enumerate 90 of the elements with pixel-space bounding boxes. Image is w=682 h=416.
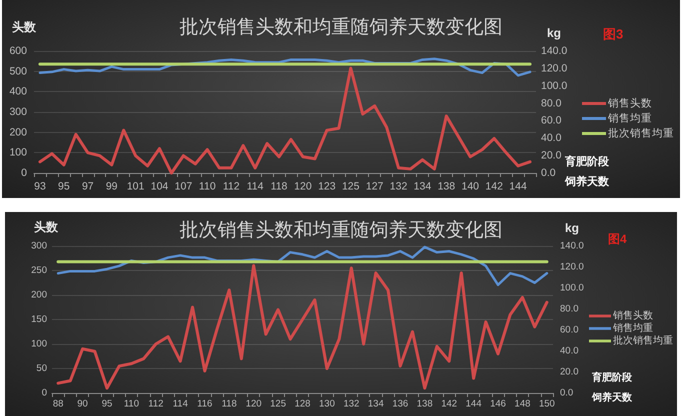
- x-tick-label: 112: [148, 398, 164, 410]
- x-tick-label: 125: [342, 180, 360, 192]
- x-tick-label: 110: [124, 398, 140, 410]
- y-tick-label: 150: [31, 314, 47, 325]
- x-tick-label: 95: [58, 180, 70, 192]
- x-tick-label: 114: [172, 398, 188, 410]
- y-axis-title: 头数: [12, 20, 37, 34]
- chart-title: 批次销售头数和均重随饲养天数变化图: [180, 219, 502, 241]
- x-tick-label: 104: [150, 180, 168, 192]
- x-tick-label: 142: [485, 180, 504, 192]
- legend-label: 销售头数: [612, 310, 653, 322]
- x-tick-label: 138: [438, 180, 456, 192]
- y2-axis-title: kg: [565, 221, 580, 235]
- caption: 图4: [608, 232, 627, 246]
- legend-label: 销售头数: [607, 96, 652, 110]
- y-tick-label: 100: [9, 146, 28, 159]
- y2-tick-label: 120.0: [560, 262, 584, 272]
- x-axis-title: 育肥阶段饲养天数: [564, 155, 610, 188]
- y-tick-label: 200: [31, 290, 47, 300]
- legend-label: 批次销售均重: [608, 126, 674, 140]
- y-tick-label: 250: [31, 265, 47, 276]
- y2-tick-label: 80.0: [560, 304, 578, 314]
- x-tick-label: 144: [466, 398, 482, 410]
- x-tick-label: 120: [294, 180, 312, 192]
- x-tick-label: 95: [102, 398, 112, 410]
- legend-label: 批次销售均重: [613, 334, 673, 346]
- y2-tick-label: 40.0: [541, 132, 562, 144]
- y-tick-label: 500: [9, 65, 28, 78]
- y2-tick-label: 140.0: [541, 45, 568, 57]
- line-series: [38, 66, 532, 174]
- x-tick-label: 123: [318, 180, 336, 192]
- y-tick-label: 200: [9, 126, 28, 138]
- y2-tick-label: 60.0: [541, 114, 562, 127]
- y-tick-label: 0: [42, 388, 47, 398]
- x-tick-label: 101: [126, 180, 145, 192]
- chart-title: 批次销售头数和均重随饲养天数变化图: [180, 16, 502, 38]
- x-tick-label: 132: [343, 398, 360, 410]
- x-tick-label: 125: [270, 398, 286, 410]
- legend-label: 销售均重: [612, 322, 653, 334]
- x-tick-label: 118: [270, 180, 288, 192]
- y2-tick-label: 0.0: [560, 388, 574, 398]
- x-tick-label: 110: [198, 180, 216, 192]
- x-tick-label: 120: [246, 398, 262, 410]
- x-tick-label: 140: [461, 180, 480, 192]
- x-tick-label: 134: [368, 398, 384, 410]
- y2-tick-label: 40.0: [560, 346, 578, 356]
- y-tick-label: 600: [9, 45, 28, 57]
- y2-tick-label: 0.0: [541, 167, 556, 179]
- y-tick-label: 100: [31, 338, 47, 350]
- y2-tick-label: 120.0: [541, 62, 568, 74]
- x-tick-label: 97: [82, 180, 94, 192]
- y2-tick-label: 20.0: [541, 150, 562, 162]
- x-tick-label: 136: [392, 398, 408, 410]
- y2-axis-title: kg: [547, 26, 562, 40]
- x-tick-label: 134: [414, 180, 432, 192]
- y-tick-label: 300: [31, 240, 47, 252]
- x-tick-label: 88: [52, 398, 64, 410]
- x-tick-label: 130: [319, 398, 335, 410]
- y-tick-label: 400: [9, 86, 28, 98]
- x-tick-label: 146: [490, 398, 506, 410]
- x-tick-label: 128: [294, 398, 310, 410]
- x-tick-label: 93: [34, 180, 46, 192]
- x-tick-label: 90: [77, 398, 88, 410]
- x-tick-label: 138: [416, 398, 433, 410]
- y-axis-title: 头数: [34, 220, 59, 234]
- x-tick-label: 112: [222, 180, 240, 192]
- x-tick-label: 148: [514, 398, 530, 410]
- x-axis-title: 育肥阶段饲养天数: [591, 372, 633, 404]
- y2-tick-label: 140.0: [560, 240, 584, 252]
- x-tick-label: 142: [441, 398, 458, 410]
- y2-tick-label: 80.0: [541, 97, 562, 110]
- caption: 图3: [603, 26, 624, 42]
- x-tick-label: 132: [390, 180, 408, 192]
- x-tick-label: 118: [222, 398, 237, 410]
- x-tick-label: 114: [246, 180, 264, 192]
- y2-tick-label: 20.0: [560, 366, 578, 378]
- x-tick-label: 127: [366, 180, 384, 192]
- x-tick-label: 144: [509, 180, 527, 192]
- legend-label: 销售均重: [607, 112, 652, 124]
- y-tick-label: 50: [36, 363, 47, 374]
- x-tick-label: 107: [174, 180, 192, 192]
- y-tick-label: 0: [21, 167, 28, 179]
- y-tick-label: 300: [9, 106, 28, 118]
- y2-tick-label: 60.0: [560, 324, 578, 336]
- line-series: [56, 264, 548, 390]
- y2-tick-label: 100.0: [560, 282, 584, 294]
- y2-tick-label: 100.0: [541, 80, 568, 92]
- x-tick-label: 99: [106, 180, 118, 192]
- x-tick-label: 150: [538, 398, 555, 410]
- x-tick-label: 116: [197, 398, 212, 410]
